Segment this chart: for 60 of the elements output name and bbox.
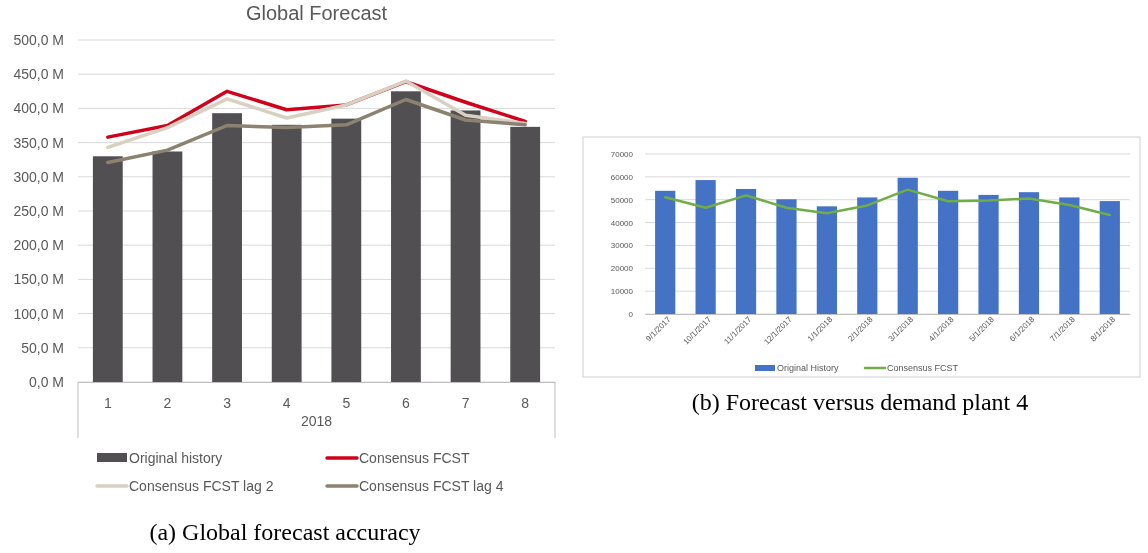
bar — [1018, 192, 1040, 314]
legend-label: Consensus FCST — [887, 363, 959, 374]
x-tick-label: 5 — [342, 394, 351, 411]
bar — [816, 206, 837, 314]
y-tick-label: 200,0 M — [13, 237, 64, 254]
bar — [92, 156, 123, 382]
y-tick-label: 400,0 M — [13, 100, 64, 117]
bar — [735, 188, 757, 314]
y-tick-label: 150,0 M — [13, 271, 64, 288]
bar — [695, 180, 716, 314]
y-tick-label: 60000 — [610, 172, 634, 182]
bar — [897, 177, 918, 314]
x-tick-label: 2 — [163, 394, 172, 411]
y-tick-label: 50000 — [610, 195, 634, 205]
x-tick-label: 8 — [521, 394, 530, 411]
x-tick-label: 1 — [103, 394, 112, 411]
x-tick-label: 7 — [461, 394, 470, 411]
x-tick-label: 6 — [402, 394, 411, 411]
legend-label: Original history — [129, 449, 223, 466]
bar — [978, 194, 999, 314]
bar — [152, 151, 183, 382]
chart-title: Global Forecast — [245, 2, 388, 24]
y-tick-label: 40000 — [610, 218, 634, 228]
bar — [1099, 201, 1120, 314]
x-tick-label: 3 — [223, 394, 232, 411]
bar — [212, 113, 242, 382]
text: (b) Forecast versus demand plant 4 — [691, 389, 1029, 415]
legend-label: Original History — [777, 363, 840, 374]
bar — [271, 124, 302, 382]
x-tick-label: 4 — [282, 394, 291, 411]
y-tick-label: 100,0 M — [13, 305, 64, 322]
bar — [391, 91, 421, 382]
line-series — [106, 79, 527, 150]
line-series — [663, 188, 1112, 217]
x-axis-title: 2018 — [300, 413, 333, 429]
bar — [857, 197, 878, 314]
y-tick-label: 0,0 M — [28, 373, 64, 390]
y-tick-label: 300,0 M — [13, 168, 64, 185]
bar — [510, 126, 541, 382]
bar — [1059, 197, 1080, 314]
bar — [655, 190, 676, 314]
y-tick-label: 70000 — [610, 150, 634, 160]
y-tick-label: 10000 — [610, 287, 634, 297]
bar — [450, 110, 481, 382]
legend-label: Consensus FCST — [359, 449, 470, 466]
y-tick-label: 50,0 M — [21, 339, 64, 356]
line-series — [106, 97, 527, 165]
bar — [938, 190, 959, 314]
legend-label: Consensus FCST lag 4 — [359, 477, 504, 494]
y-tick-label: 20000 — [610, 264, 634, 274]
y-tick-label: 450,0 M — [13, 66, 64, 83]
text: (a) Global forecast accuracy — [149, 519, 421, 545]
legend-label: Consensus FCST lag 2 — [129, 477, 274, 494]
y-tick-label: 500,0 M — [13, 31, 64, 48]
y-tick-label: 30000 — [610, 241, 634, 251]
y-tick-label: 350,0 M — [13, 134, 64, 151]
bar — [776, 199, 797, 314]
bar — [331, 118, 362, 382]
y-tick-label: 250,0 M — [13, 202, 64, 219]
y-tick-label: 0 — [628, 310, 634, 320]
